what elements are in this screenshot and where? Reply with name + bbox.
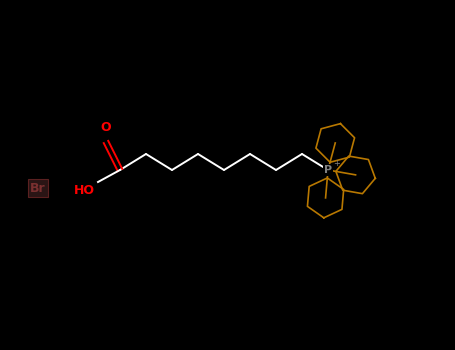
Text: Br: Br	[30, 182, 46, 195]
Text: HO: HO	[74, 184, 95, 197]
Text: O: O	[101, 121, 111, 134]
Text: P: P	[324, 165, 332, 175]
Text: +: +	[334, 159, 340, 168]
